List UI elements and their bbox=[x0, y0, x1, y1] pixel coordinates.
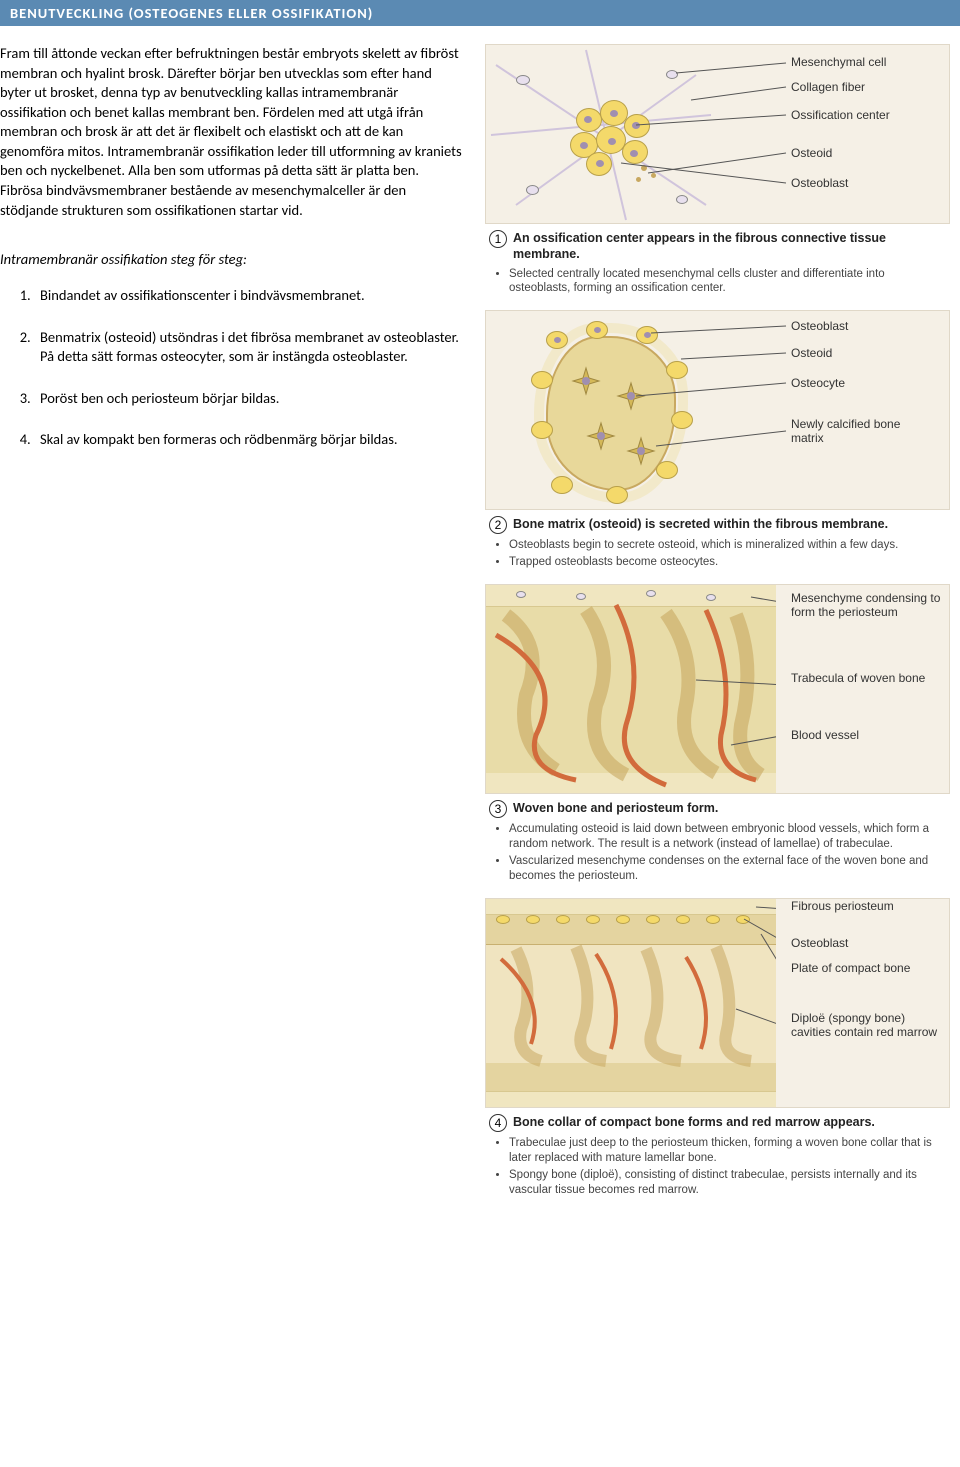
fig4-label: Diploë (spongy bone) cavities contain re… bbox=[791, 1011, 941, 1039]
figure-panel-1: Mesenchymal cell Collagen fiber Ossifica… bbox=[485, 44, 950, 296]
fig1-bullets: Selected centrally located mesenchymal c… bbox=[485, 267, 950, 297]
figure-panel-3: Mesenchyme condensing to form the perios… bbox=[485, 584, 950, 884]
intro-paragraph: Fram till åttonde veckan efter befruktni… bbox=[0, 44, 465, 220]
fig4-caption: Bone collar of compact bone forms and re… bbox=[513, 1114, 875, 1130]
page-two-col: Fram till åttonde veckan efter befruktni… bbox=[0, 44, 960, 1212]
fig4-label: Fibrous periosteum bbox=[791, 899, 931, 913]
fig4-label: Plate of compact bone bbox=[791, 961, 931, 975]
fig1-label: Ossification center bbox=[791, 108, 890, 122]
step-item: Poröst ben och periosteum börjar bildas. bbox=[34, 389, 465, 409]
fig1-label: Mesenchymal cell bbox=[791, 55, 886, 69]
fig1-label: Osteoid bbox=[791, 146, 832, 160]
fig3-label: Trabecula of woven bone bbox=[791, 671, 931, 685]
fig-bullet: Selected centrally located mesenchymal c… bbox=[509, 267, 942, 297]
fig-bullet: Vascularized mesenchyme condenses on the… bbox=[509, 854, 942, 884]
steps-subtitle: Intramembranär ossifikation steg för ste… bbox=[0, 250, 465, 268]
step-circle-1: 1 bbox=[489, 230, 507, 248]
figure-panel-4: Fibrous periosteum Osteoblast Plate of c… bbox=[485, 898, 950, 1198]
fig-bullet: Osteoblasts begin to secrete osteoid, wh… bbox=[509, 538, 942, 553]
step-circle-4: 4 bbox=[489, 1114, 507, 1132]
fig-bullet: Trapped osteoblasts become osteocytes. bbox=[509, 555, 942, 570]
fig-bullet: Spongy bone (diploë), consisting of dist… bbox=[509, 1168, 942, 1198]
figure-panel-2: Osteoblast Osteoid Osteocyte Newly calci… bbox=[485, 310, 950, 570]
fig2-caption: Bone matrix (osteoid) is secreted within… bbox=[513, 516, 888, 532]
step-circle-3: 3 bbox=[489, 800, 507, 818]
figure-image-1: Mesenchymal cell Collagen fiber Ossifica… bbox=[485, 44, 950, 224]
fig2-bullets: Osteoblasts begin to secrete osteoid, wh… bbox=[485, 538, 950, 570]
step-item: Benmatrix (osteoid) utsöndras i det fibr… bbox=[34, 328, 465, 367]
step-item: Bindandet av ossifikationscenter i bindv… bbox=[34, 286, 465, 306]
right-column: Mesenchymal cell Collagen fiber Ossifica… bbox=[480, 44, 960, 1212]
fig2-label: Newly calcified bone matrix bbox=[791, 417, 931, 445]
fig4-bullets: Trabeculae just deep to the periosteum t… bbox=[485, 1136, 950, 1198]
fig1-caption: An ossification center appears in the fi… bbox=[513, 230, 946, 263]
fig4-label: Osteoblast bbox=[791, 936, 848, 950]
fig-bullet: Trabeculae just deep to the periosteum t… bbox=[509, 1136, 942, 1166]
section-header: BENUTVECKLING (OSTEOGENES ELLER OSSIFIKA… bbox=[0, 0, 960, 26]
fig-bullet: Accumulating osteoid is laid down betwee… bbox=[509, 822, 942, 852]
fig3-caption: Woven bone and periosteum form. bbox=[513, 800, 718, 816]
fig1-label: Collagen fiber bbox=[791, 80, 865, 94]
figure-image-4: Fibrous periosteum Osteoblast Plate of c… bbox=[485, 898, 950, 1108]
figure-image-3: Mesenchyme condensing to form the perios… bbox=[485, 584, 950, 794]
fig2-label: Osteocyte bbox=[791, 376, 845, 390]
left-column: Fram till åttonde veckan efter befruktni… bbox=[0, 44, 480, 1212]
fig2-label: Osteoid bbox=[791, 346, 832, 360]
fig2-label: Osteoblast bbox=[791, 319, 848, 333]
step-circle-2: 2 bbox=[489, 516, 507, 534]
step-item: Skal av kompakt ben formeras och rödbenm… bbox=[34, 430, 465, 450]
fig3-label: Mesenchyme condensing to form the perios… bbox=[791, 591, 941, 619]
fig3-label: Blood vessel bbox=[791, 728, 859, 742]
steps-list: Bindandet av ossifikationscenter i bindv… bbox=[0, 286, 465, 450]
fig3-bullets: Accumulating osteoid is laid down betwee… bbox=[485, 822, 950, 884]
figure-image-2: Osteoblast Osteoid Osteocyte Newly calci… bbox=[485, 310, 950, 510]
fig1-label: Osteoblast bbox=[791, 176, 848, 190]
